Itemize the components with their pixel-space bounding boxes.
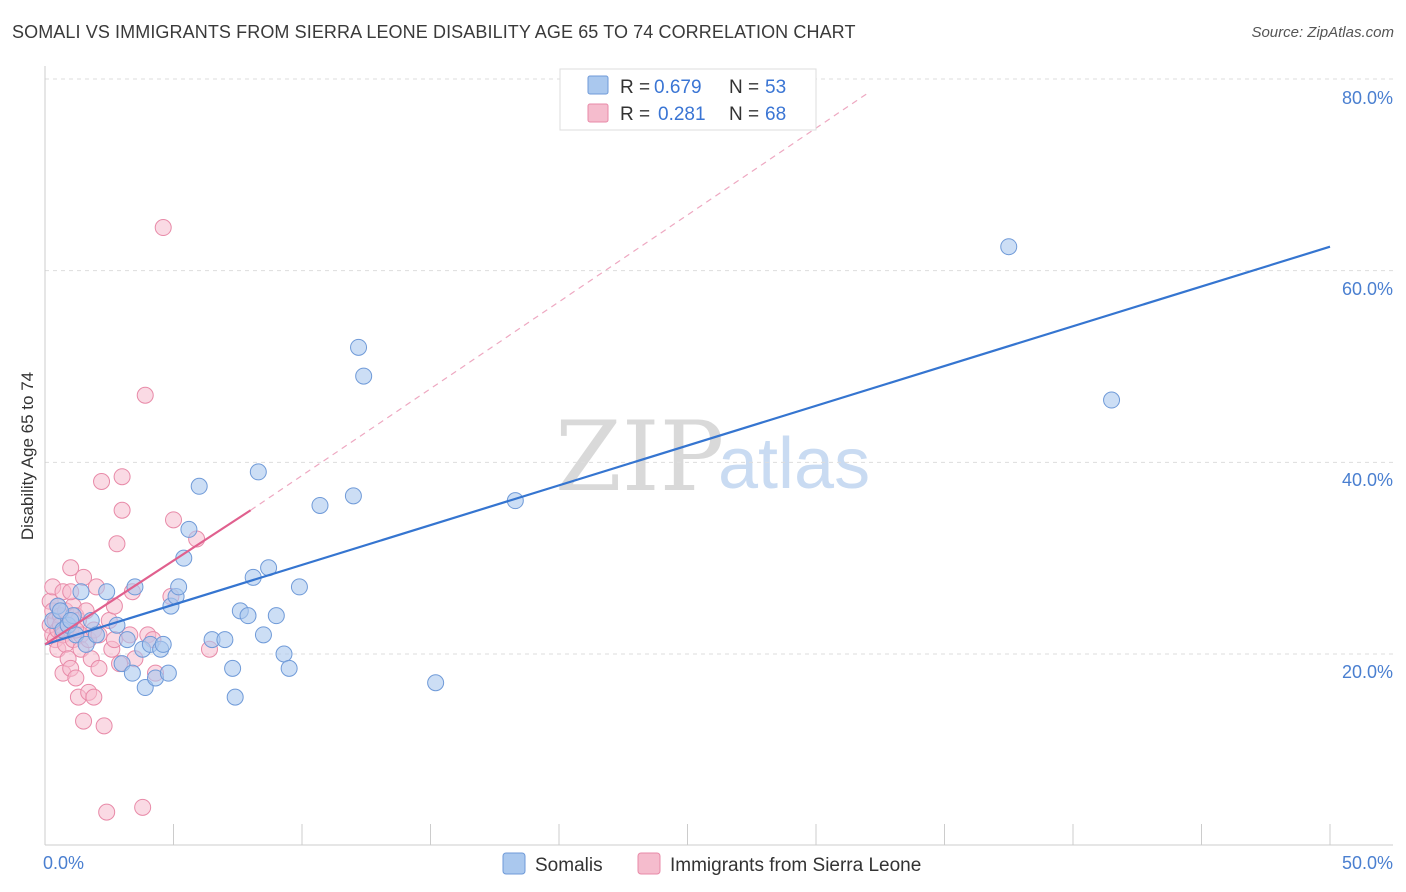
point-somalis (239, 607, 257, 625)
point-somalis (275, 645, 293, 663)
legend-swatch-somalis (587, 75, 609, 95)
point-somalis (154, 635, 172, 653)
point-somalis (224, 659, 242, 677)
point-somalis (344, 487, 362, 505)
y-axis-label: Disability Age 65 to 74 (18, 372, 37, 540)
point-sierra-leone (154, 219, 172, 237)
trendline-sierra-leone-extension (250, 92, 868, 511)
point-somalis (226, 688, 244, 706)
point-sierra-leone (108, 535, 126, 553)
y-tick-label-20: 20.0% (1342, 662, 1393, 682)
point-sierra-leone (67, 669, 85, 687)
bottom-legend-label-somalis: Somalis (535, 855, 603, 876)
point-sierra-leone (105, 597, 123, 615)
point-somalis (118, 631, 136, 649)
legend-n-label-1: N = (729, 77, 759, 98)
point-somalis (190, 477, 208, 495)
point-somalis (280, 659, 298, 677)
point-somalis (72, 583, 90, 601)
point-somalis (311, 496, 329, 514)
point-sierra-leone (113, 468, 131, 486)
source-label: Source: ZipAtlas.com (1251, 24, 1394, 41)
point-somalis (1000, 238, 1018, 256)
point-somalis (355, 367, 373, 385)
point-somalis (62, 611, 80, 629)
point-somalis (267, 607, 285, 625)
y-tick-label-80: 80.0% (1342, 88, 1393, 108)
point-sierra-leone (85, 688, 103, 706)
trendline-sierra-leone (44, 509, 252, 646)
bottom-legend: Somalis Immigrants from Sierra Leone (502, 852, 921, 876)
point-somalis (350, 338, 368, 356)
point-somalis (98, 583, 116, 601)
point-somalis (290, 578, 308, 596)
point-sierra-leone (95, 717, 113, 735)
point-somalis (159, 664, 177, 682)
legend-r-label-1: R = (620, 77, 650, 98)
point-somalis (216, 631, 234, 649)
point-sierra-leone (136, 386, 154, 404)
trendlines (44, 92, 1331, 646)
axes (44, 66, 1393, 846)
point-somalis (249, 463, 267, 481)
legend-r-value-2: 0.281 (658, 104, 706, 125)
point-somalis (180, 520, 198, 538)
point-sierra-leone (62, 559, 80, 577)
series-sierra-leone-points (41, 219, 218, 821)
point-somalis (123, 664, 141, 682)
legend-r-value-1: 0.679 (654, 77, 702, 98)
bottom-legend-swatch-sierra-leone (637, 852, 661, 875)
legend-box: R = 0.679 N = 53 R = 0.281 N = 68 (559, 68, 817, 131)
point-sierra-leone (75, 712, 93, 730)
bottom-legend-label-sierra-leone: Immigrants from Sierra Leone (670, 855, 921, 876)
x-tick-label-0: 0.0% (43, 853, 84, 873)
legend-n-label-2: N = (729, 104, 759, 125)
point-sierra-leone (98, 803, 116, 821)
watermark-zip: ZIP (555, 401, 724, 513)
point-sierra-leone (90, 659, 108, 677)
point-somalis (170, 578, 188, 596)
legend-n-value-1: 53 (765, 77, 786, 98)
point-sierra-leone (134, 798, 152, 816)
point-somalis (1103, 391, 1121, 409)
chart-title: SOMALI VS IMMIGRANTS FROM SIERRA LEONE D… (12, 22, 856, 42)
y-tick-label-40: 40.0% (1342, 470, 1393, 490)
point-sierra-leone (165, 511, 182, 529)
point-somalis (254, 626, 272, 644)
point-sierra-leone (93, 473, 111, 490)
legend-r-label-2: R = (620, 104, 650, 125)
y-tick-label-60: 60.0% (1342, 279, 1393, 299)
point-sierra-leone (113, 501, 131, 519)
bottom-legend-swatch-somalis (502, 852, 526, 875)
x-tick-label-50: 50.0% (1342, 853, 1393, 873)
legend-swatch-sierra-leone (587, 103, 609, 123)
legend-n-value-2: 68 (765, 104, 786, 125)
trendline-somalis (44, 245, 1331, 646)
gridlines (45, 78, 1393, 655)
point-somalis (427, 674, 445, 692)
watermark-atlas: atlas (718, 424, 870, 504)
